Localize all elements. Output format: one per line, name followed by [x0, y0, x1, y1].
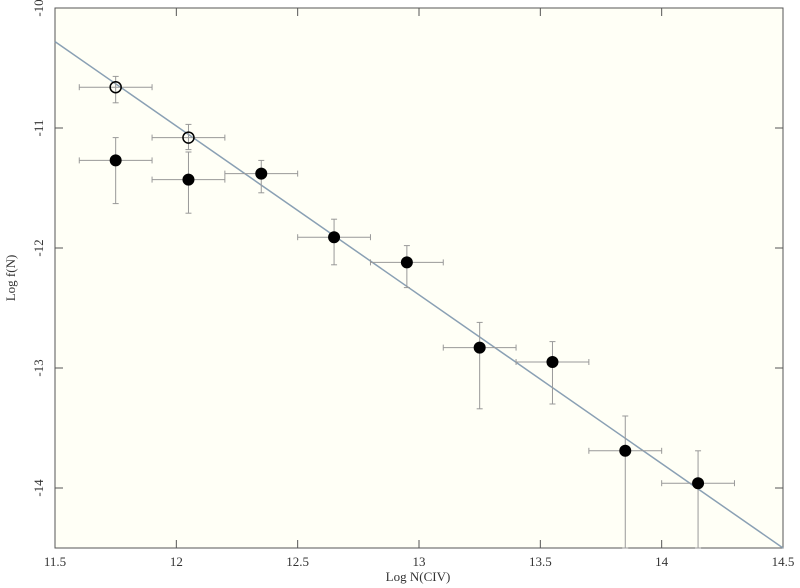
x-tick-label: 14.5 [772, 554, 795, 569]
point [473, 341, 486, 354]
point [619, 444, 632, 457]
x-tick-label: 13.5 [529, 554, 552, 569]
point [109, 80, 122, 94]
point [109, 154, 122, 167]
point [182, 173, 195, 186]
x-axis-label: Log N(CIV) [386, 569, 451, 584]
point [328, 231, 341, 244]
point [182, 131, 195, 144]
y-tick-label: -10 [31, 0, 46, 17]
y-tick-label: -14 [31, 479, 46, 497]
y-tick-label: -13 [31, 359, 46, 376]
point [546, 356, 559, 368]
x-tick-label: 14 [655, 554, 669, 569]
point [692, 477, 705, 490]
point [255, 167, 268, 180]
x-tick-label: 13 [413, 554, 426, 569]
y-tick-label: -11 [31, 120, 46, 137]
x-tick-label: 12 [170, 554, 183, 569]
x-tick-label: 11.5 [44, 554, 66, 569]
plot-area [54, 7, 784, 549]
point [400, 256, 413, 269]
x-tick-label: 12.5 [286, 554, 309, 569]
fit-line [54, 40, 784, 549]
y-tick-label: -12 [31, 239, 46, 256]
y-axis-label: Log f(N) [3, 255, 18, 302]
